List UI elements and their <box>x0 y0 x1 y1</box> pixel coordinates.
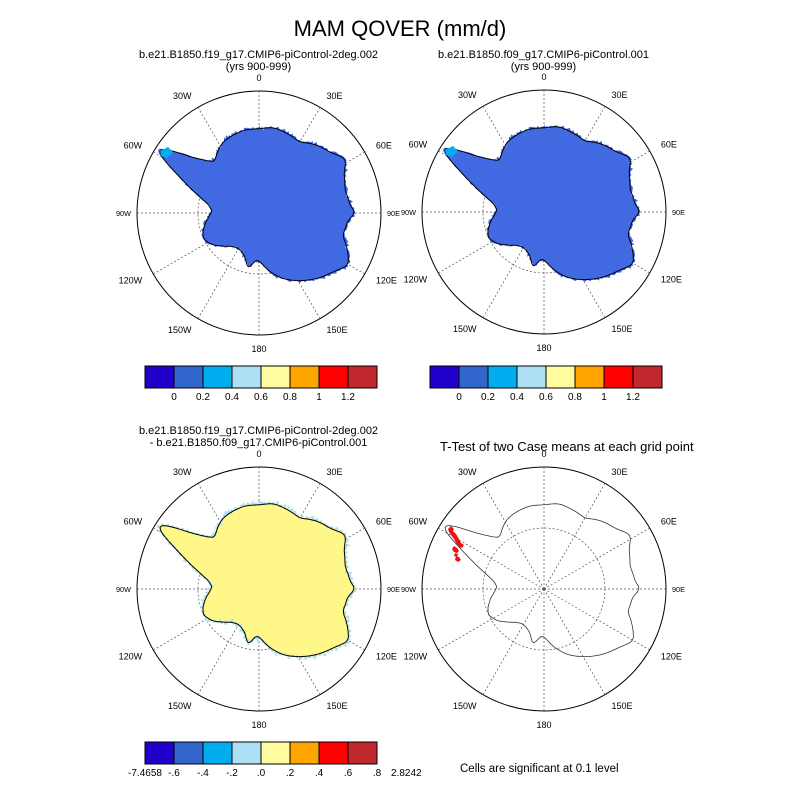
svg-text:60W: 60W <box>123 516 142 526</box>
svg-text:150W: 150W <box>452 700 476 710</box>
svg-text:30W: 30W <box>457 467 476 477</box>
svg-text:120W: 120W <box>118 651 142 661</box>
svg-text:150E: 150E <box>611 700 632 710</box>
svg-text:0: 0 <box>541 449 546 459</box>
svg-text:120W: 120W <box>403 651 427 661</box>
svg-text:90E: 90E <box>672 208 685 217</box>
svg-text:30W: 30W <box>172 467 191 477</box>
svg-text:30W: 30W <box>457 90 476 100</box>
svg-text:120W: 120W <box>403 275 427 285</box>
svg-text:30E: 30E <box>611 90 627 100</box>
svg-text:30E: 30E <box>611 467 627 477</box>
svg-text:150E: 150E <box>326 700 347 710</box>
svg-text:60E: 60E <box>660 516 676 526</box>
svg-text:150W: 150W <box>167 324 191 334</box>
svg-text:120W: 120W <box>118 275 142 285</box>
svg-text:60E: 60E <box>375 140 391 150</box>
svg-text:180: 180 <box>251 344 266 354</box>
svg-text:150W: 150W <box>167 700 191 710</box>
svg-text:90W: 90W <box>400 585 415 594</box>
svg-text:90E: 90E <box>672 585 685 594</box>
svg-text:0: 0 <box>541 72 546 82</box>
svg-text:90W: 90W <box>115 585 130 594</box>
svg-text:150W: 150W <box>452 324 476 334</box>
svg-text:120E: 120E <box>660 651 681 661</box>
svg-text:60W: 60W <box>123 140 142 150</box>
svg-text:150E: 150E <box>326 324 347 334</box>
svg-text:30W: 30W <box>172 91 191 101</box>
svg-text:180: 180 <box>536 343 551 353</box>
svg-text:0: 0 <box>256 449 261 459</box>
svg-text:30E: 30E <box>326 91 342 101</box>
svg-text:60W: 60W <box>408 516 427 526</box>
svg-text:120E: 120E <box>660 275 681 285</box>
svg-text:90W: 90W <box>115 209 130 218</box>
svg-text:60E: 60E <box>660 140 676 150</box>
svg-text:180: 180 <box>251 720 266 730</box>
svg-text:180: 180 <box>536 720 551 730</box>
svg-text:30E: 30E <box>326 467 342 477</box>
svg-text:90W: 90W <box>400 208 415 217</box>
svg-text:150E: 150E <box>611 324 632 334</box>
svg-text:60E: 60E <box>375 516 391 526</box>
svg-text:60W: 60W <box>408 140 427 150</box>
svg-text:0: 0 <box>256 73 261 83</box>
